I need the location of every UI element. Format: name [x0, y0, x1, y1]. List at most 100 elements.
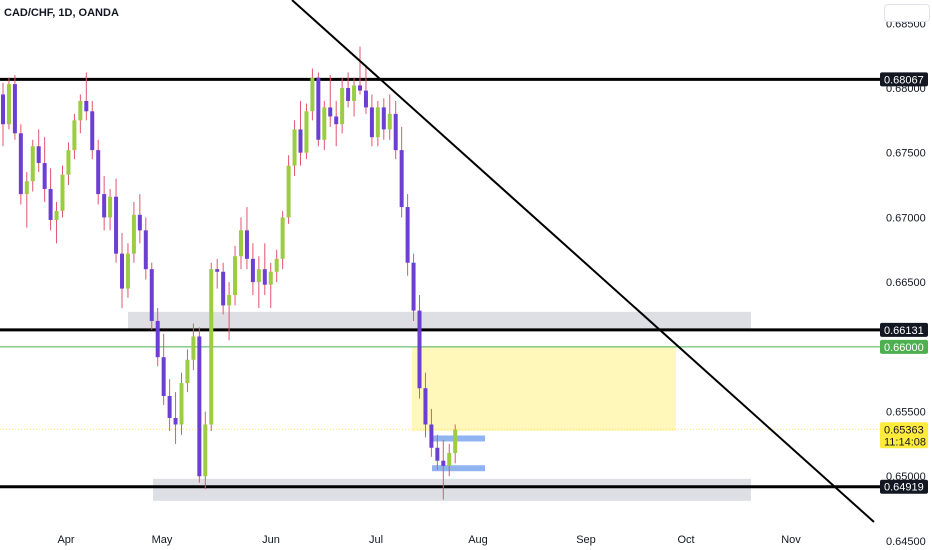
candle-body — [274, 258, 279, 272]
candle-body — [256, 269, 261, 283]
candle — [161, 333, 166, 406]
candle-body — [250, 258, 255, 283]
candle — [435, 434, 440, 470]
candle-body — [60, 174, 65, 211]
price-badge-bg — [880, 422, 928, 449]
candle-body — [143, 230, 148, 270]
candle — [340, 77, 345, 134]
candle-body — [78, 100, 83, 121]
candle — [209, 262, 214, 431]
candle-body — [393, 113, 398, 151]
candle — [227, 282, 232, 341]
candle-body — [48, 188, 53, 220]
symbol-title: CAD/CHF, 1D, OANDA — [4, 7, 119, 19]
candle — [221, 262, 226, 315]
candle-body — [30, 146, 35, 182]
candle — [102, 176, 107, 231]
price-badge: 0.66000 — [880, 339, 928, 354]
upper-gray-zone — [128, 311, 751, 330]
candle — [399, 126, 404, 218]
candle — [274, 249, 279, 283]
candle — [358, 46, 362, 95]
candle — [316, 72, 321, 147]
candle — [185, 349, 190, 393]
candle-body — [149, 269, 154, 321]
candle-body — [24, 181, 29, 195]
candle — [310, 68, 315, 121]
price-badge-bg — [880, 72, 928, 87]
candle — [352, 77, 357, 117]
candle-body — [328, 107, 333, 117]
candle-body — [340, 88, 345, 125]
candle-body — [316, 77, 321, 140]
candle-body — [268, 271, 273, 285]
candle — [256, 256, 261, 308]
candle — [114, 178, 119, 263]
descending-trendline — [291, 0, 875, 523]
candle-body — [233, 256, 238, 296]
lower-gray-zone — [153, 478, 751, 501]
candle-body — [363, 90, 368, 108]
candle — [322, 100, 327, 151]
candle-body — [114, 196, 119, 254]
candle-body — [399, 150, 404, 208]
candle-body — [96, 150, 101, 195]
candle-body — [6, 84, 11, 125]
time-tick-label: Apr — [57, 534, 74, 546]
candle-body — [42, 163, 47, 189]
candle-body — [447, 452, 452, 466]
candle — [304, 103, 309, 160]
candle-body — [310, 77, 315, 112]
candle-body — [286, 165, 291, 218]
levels-layer — [0, 77, 880, 489]
candle — [173, 392, 178, 444]
candle-body — [1, 94, 5, 125]
candle — [48, 168, 53, 231]
candle-body — [84, 100, 89, 112]
candle — [363, 64, 368, 114]
candle — [381, 98, 386, 140]
candle — [42, 137, 47, 202]
price-badge-bg — [880, 339, 928, 354]
candle — [244, 207, 249, 270]
candle-body — [209, 269, 214, 425]
candle-body — [12, 84, 17, 134]
price-badge-bg — [880, 322, 928, 337]
symbol-search-box[interactable] — [884, 4, 930, 22]
candle — [239, 217, 243, 270]
candle — [233, 245, 238, 306]
price-badge-text: 0.64919 — [884, 482, 924, 494]
candle-body — [137, 214, 142, 231]
yellow-zone — [412, 346, 676, 431]
candle-body — [292, 129, 297, 166]
candle-body — [66, 150, 71, 175]
countdown-text: 11:14:08 — [884, 436, 926, 448]
candle-body — [227, 295, 232, 306]
candle — [215, 258, 220, 289]
candle-body — [262, 269, 267, 285]
candle — [369, 94, 374, 147]
candle-body — [203, 424, 208, 477]
candle — [423, 372, 428, 438]
candle-body — [387, 113, 392, 130]
candle-body — [304, 111, 309, 153]
candle — [197, 327, 202, 483]
candle-body — [423, 388, 428, 425]
candle — [18, 124, 23, 205]
candle — [375, 100, 380, 147]
candle — [393, 100, 398, 160]
candle-body — [155, 320, 160, 358]
candle — [441, 440, 446, 500]
candle — [268, 262, 273, 308]
candle-body — [36, 146, 41, 164]
candle — [120, 232, 124, 308]
candle-body — [131, 214, 136, 254]
price-badge-text: 0.66000 — [884, 342, 924, 354]
candle — [155, 308, 160, 367]
candle-body — [381, 107, 386, 130]
candle-body — [369, 107, 374, 138]
price-badge: 0.68067 — [880, 72, 928, 87]
